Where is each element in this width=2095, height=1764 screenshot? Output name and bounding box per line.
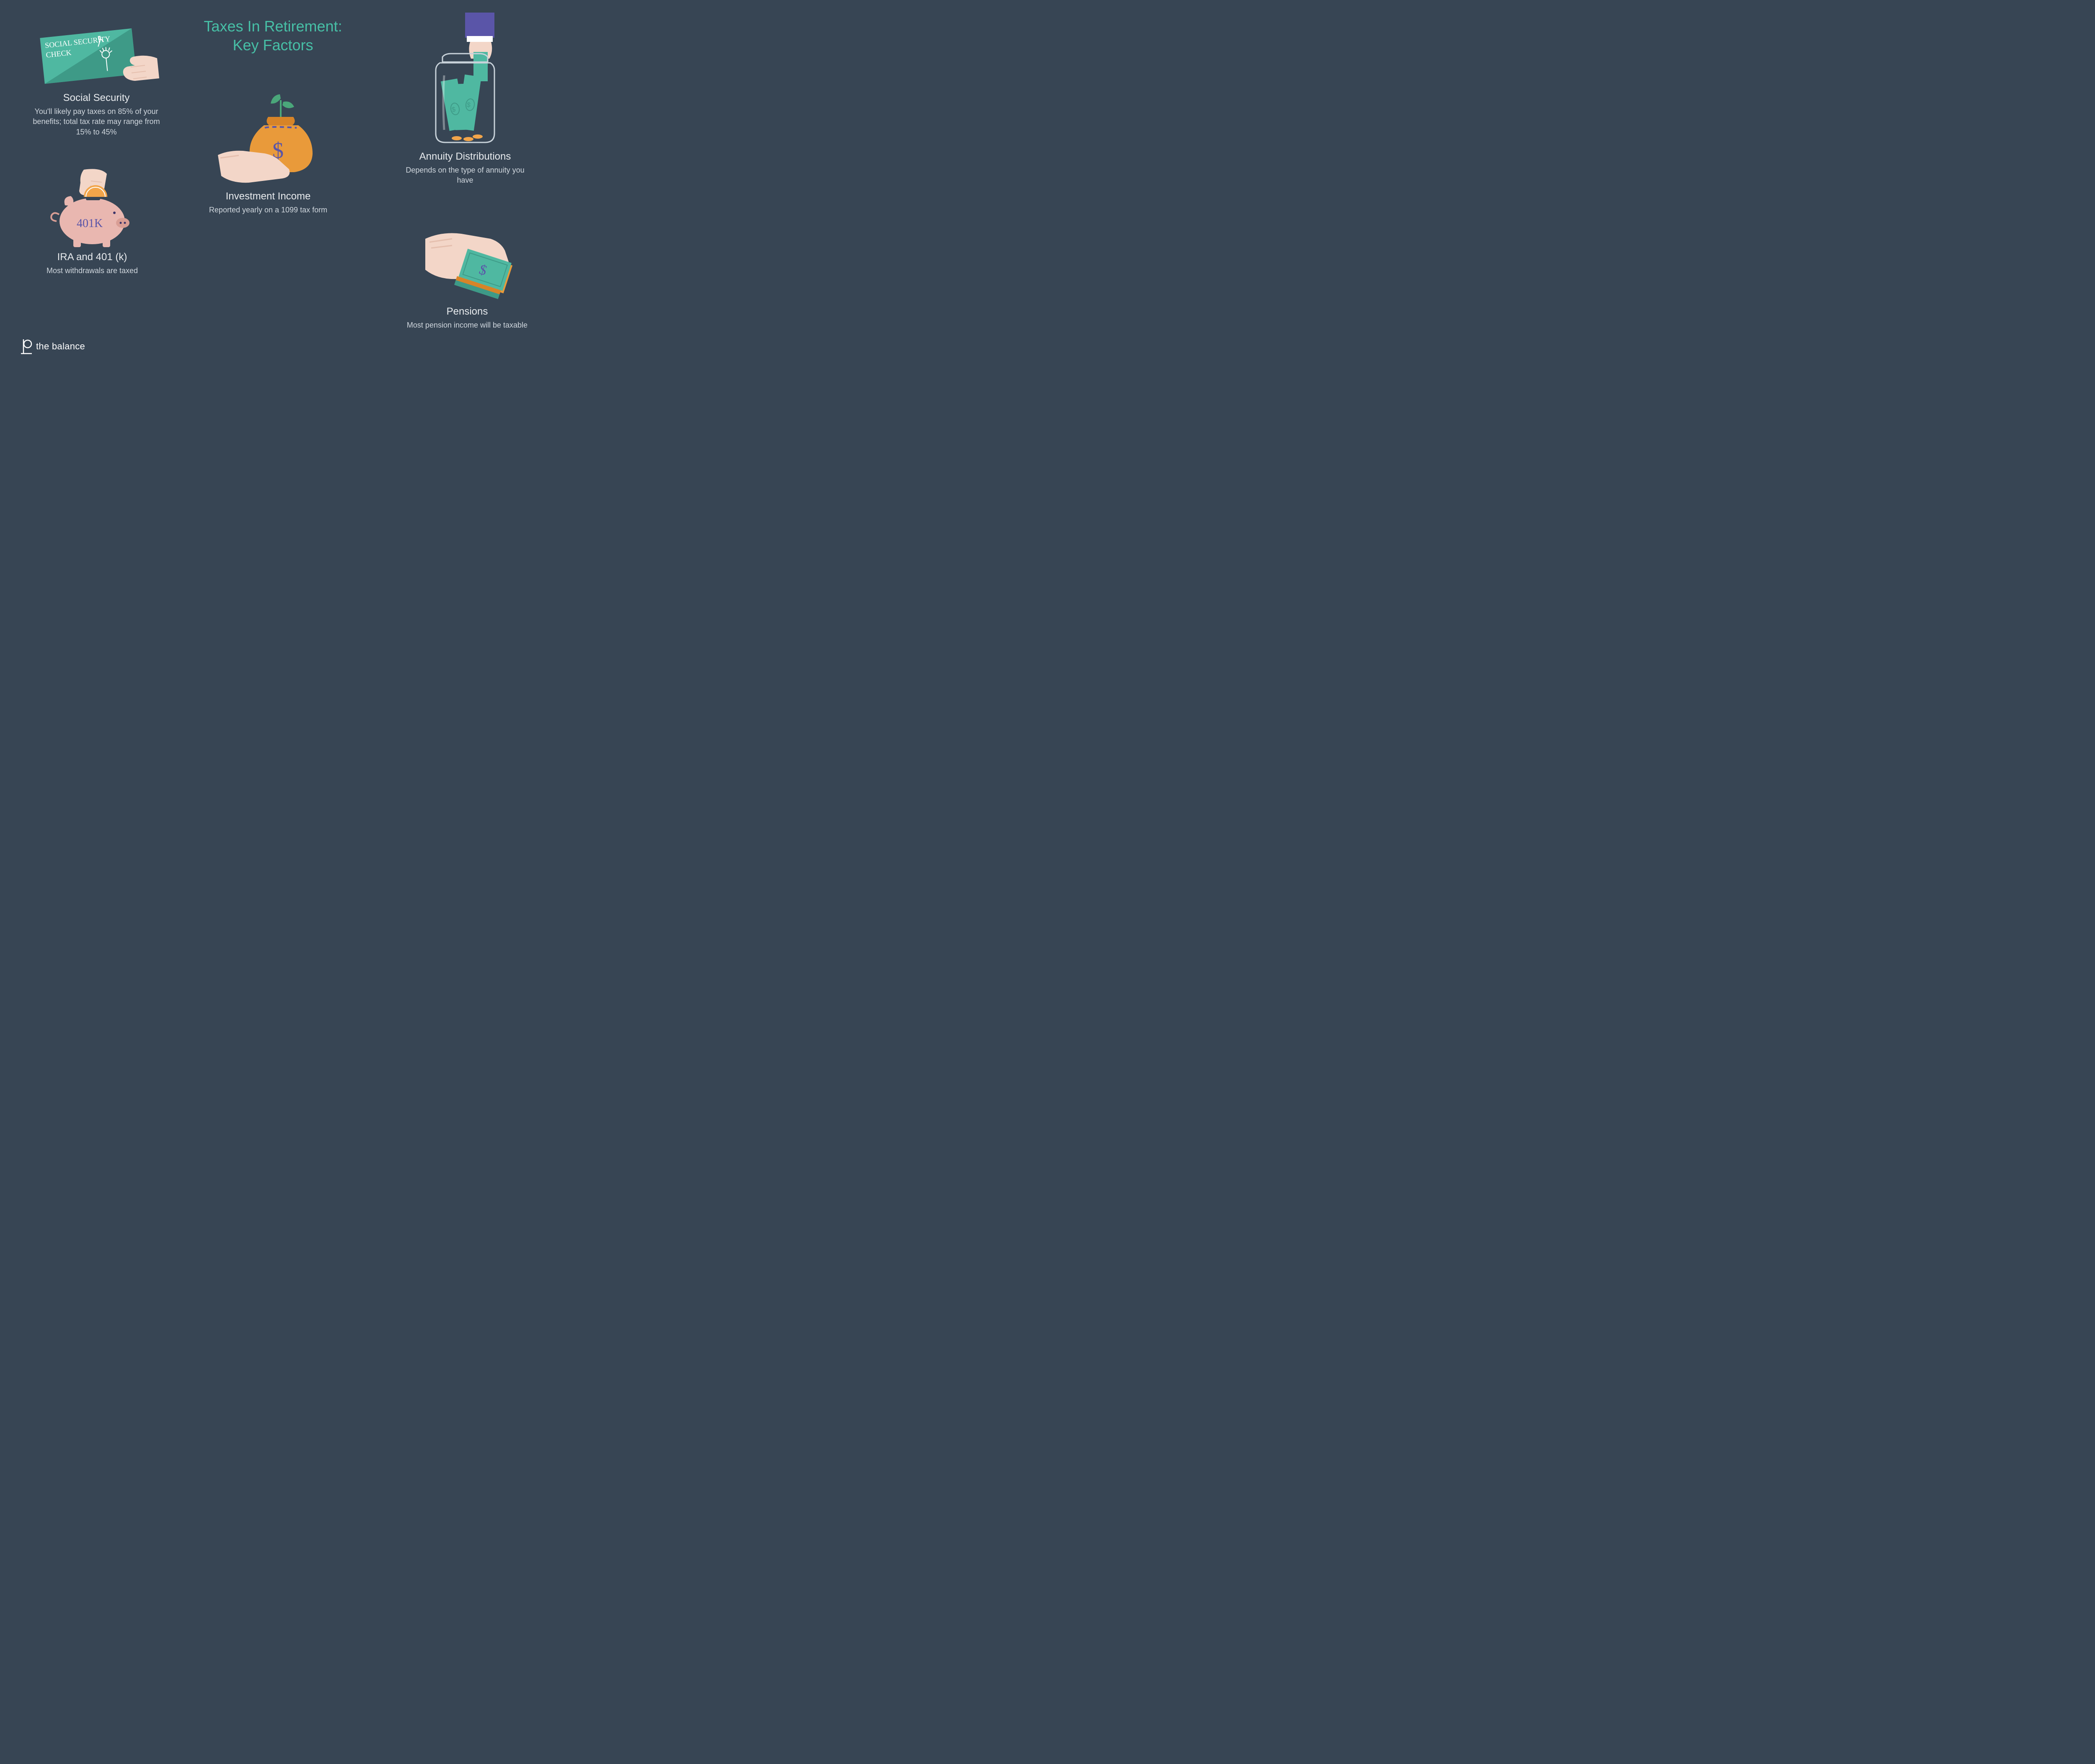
pensions-body: Most pension income will be taxable xyxy=(398,320,536,330)
social-security-heading: Social Security xyxy=(25,92,168,104)
card-annuity: $ $ Annuity Distributions Depends on the… xyxy=(398,13,532,186)
pensions-heading: Pensions xyxy=(398,306,536,318)
money-jar-icon: $ $ xyxy=(415,13,515,151)
card-social-security: SOCIAL SECURITY CHECK Social Security Yo… xyxy=(25,21,168,137)
social-security-check-icon: SOCIAL SECURITY CHECK xyxy=(34,21,159,92)
title-line1: Taxes In Retirement: xyxy=(204,18,342,35)
brand-logo-text: the balance xyxy=(36,341,85,352)
page-title: Taxes In Retirement: Key Factors xyxy=(204,17,342,54)
ira-401k-body: Most withdrawals are taxed xyxy=(29,266,155,276)
pig-label: 401K xyxy=(77,217,103,230)
social-security-body: You'll likely pay taxes on 85% of your b… xyxy=(25,106,168,137)
brand-logo: the balance xyxy=(20,338,85,354)
balance-logo-icon xyxy=(20,338,33,354)
investment-income-body: Reported yearly on a 1099 tax form xyxy=(201,205,335,215)
annuity-heading: Annuity Distributions xyxy=(398,151,532,163)
money-bag-icon: $ xyxy=(214,86,323,191)
title-line2: Key Factors xyxy=(233,36,313,54)
card-ira-401k: 401K IRA and 401 (k) Most withdrawals ar… xyxy=(29,168,155,276)
piggy-bank-icon: 401K xyxy=(44,168,140,251)
ira-401k-heading: IRA and 401 (k) xyxy=(29,251,155,263)
cash-in-hand-icon: $ xyxy=(413,222,522,306)
investment-income-heading: Investment Income xyxy=(201,191,335,202)
card-investment-income: $ Investment Income Reported yearly on a… xyxy=(201,86,335,215)
annuity-body: Depends on the type of annuity you have xyxy=(398,165,532,186)
card-pensions: $ Pensions Most pension income will be t… xyxy=(398,222,536,330)
